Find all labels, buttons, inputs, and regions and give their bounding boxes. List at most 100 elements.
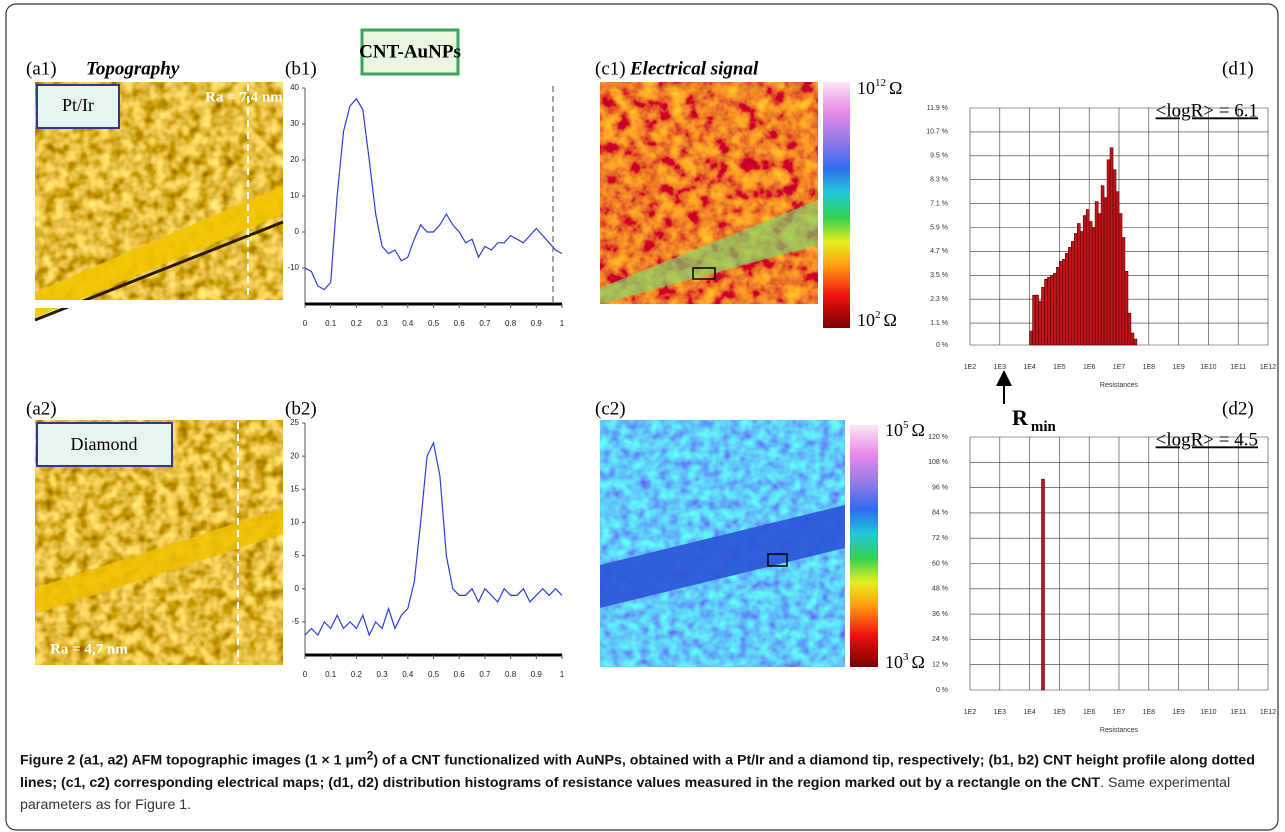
x-tick-label: 1E10: [1200, 364, 1216, 371]
x-tick-label: 1E5: [1053, 364, 1066, 371]
bar: [1073, 233, 1078, 346]
x-tick-label: 0: [303, 319, 308, 328]
profile-line: [304, 97, 563, 291]
bar: [1035, 294, 1039, 346]
x-tick-label: 0.2: [351, 319, 363, 328]
bar: [1065, 253, 1069, 346]
bar: [1071, 241, 1075, 346]
bar: [1085, 209, 1090, 346]
scale-unit: Ω: [912, 420, 925, 440]
profile-line: [304, 441, 563, 637]
scale-base: 10: [885, 652, 903, 672]
y-tick-label: 5.9 %: [930, 224, 948, 231]
x-tick-label: 0.9: [531, 670, 543, 679]
x-tick-label: 0.4: [402, 670, 414, 679]
y-tick-label: 84 %: [932, 510, 948, 517]
bar: [1053, 273, 1057, 346]
bar: [1124, 271, 1129, 346]
bar: [1094, 201, 1099, 346]
y-tick-label: 0: [295, 584, 300, 593]
y-tick-label: 12 %: [932, 662, 948, 669]
x-tick-label: 0.1: [325, 670, 337, 679]
y-tick-label: 120 %: [928, 434, 948, 441]
scale-base: 10: [857, 78, 875, 98]
bar: [1038, 300, 1042, 346]
roughness: Ra = 7,4 nm: [205, 89, 283, 105]
bar: [1103, 197, 1108, 346]
x-tick-label: 0.6: [454, 670, 466, 679]
bar: [1056, 267, 1060, 346]
x-tick-label: 0.8: [505, 670, 517, 679]
caption-text: . Same experimental parameters as for Fi…: [20, 774, 1231, 813]
mean-annotation: <logR> = 6.1: [1156, 100, 1258, 121]
tip-box: [36, 84, 120, 129]
x-tick-label: 0.7: [479, 670, 491, 679]
x-tick-label: 1E2: [964, 364, 977, 371]
frame: [5, 3, 1279, 831]
x-tick-label: 1E12: [1260, 709, 1276, 716]
bar: [1112, 169, 1117, 346]
x-tick-label: 0.7: [479, 319, 491, 328]
caption-sup: 2: [366, 748, 374, 762]
caption-bold: ) of a CNT functionalized with AuNPs, ob…: [20, 752, 1255, 791]
x-tick-label: 0.3: [377, 670, 389, 679]
panel-label: (c1): [595, 58, 626, 79]
scale-label: 102 Ω: [857, 309, 897, 331]
x-tick-label: 1E4: [1023, 364, 1036, 371]
bar: [1044, 278, 1048, 346]
mask: [35, 300, 283, 308]
scale-label: 105 Ω: [885, 419, 925, 441]
tip-box: [36, 422, 173, 467]
y-tick-label: 108 %: [928, 459, 948, 466]
x-tick-label: 1E5: [1053, 709, 1066, 716]
scale-unit: Ω: [889, 78, 902, 98]
y-tick-label: 40: [290, 83, 299, 92]
bar: [1118, 213, 1123, 346]
x-tick-label: 0.4: [402, 319, 414, 328]
x-tick-label: 0: [303, 670, 308, 679]
region-marker: [692, 267, 716, 280]
rmin-sub: min: [1031, 419, 1057, 435]
y-tick-label: 20: [290, 155, 299, 164]
panel-title: Topography: [86, 58, 180, 79]
y-tick-label: 1.1 %: [930, 320, 948, 327]
caption: Figure 2 (a1, a2) AFM topographic images…: [20, 744, 1270, 816]
color-scale: [850, 425, 878, 667]
y-tick-label: 48 %: [932, 586, 948, 593]
cnt-band: [35, 186, 283, 318]
bar: [1079, 231, 1084, 346]
bar: [1076, 223, 1081, 346]
bar: [1109, 147, 1114, 346]
scale-base: 10: [885, 420, 903, 440]
y-tick-label: 0 %: [936, 687, 948, 694]
x-axis-label: Resistances: [1100, 727, 1139, 734]
tip-label: Diamond: [71, 434, 138, 454]
cnt-band: [35, 508, 283, 614]
panel-label: (d1): [1222, 58, 1254, 79]
x-tick-label: 0.5: [428, 319, 440, 328]
x-tick-label: 0.8: [505, 319, 517, 328]
bar: [1130, 332, 1135, 346]
y-tick-label: 20: [290, 451, 299, 460]
y-tick-label: 7.1 %: [930, 200, 948, 207]
panel-label: (a2): [26, 398, 57, 419]
x-tick-label: 0.2: [351, 670, 363, 679]
panel-label: (b1): [285, 58, 317, 79]
x-tick-label: 1E9: [1172, 709, 1185, 716]
y-tick-label: -5: [292, 617, 300, 626]
panel-label: (a1): [26, 58, 57, 79]
y-tick-label: 10.7 %: [926, 129, 948, 136]
y-tick-label: 96 %: [932, 484, 948, 491]
bar: [1115, 191, 1120, 346]
bar: [1041, 286, 1045, 346]
y-tick-label: 2.3 %: [930, 296, 948, 303]
y-tick-label: 60 %: [932, 560, 948, 567]
y-tick-label: 36 %: [932, 611, 948, 618]
tip-label: Pt/Ir: [62, 95, 94, 115]
x-tick-label: 0.6: [454, 319, 466, 328]
y-tick-label: 9.5 %: [930, 153, 948, 160]
banner-box: [360, 28, 460, 76]
y-tick-label: 10: [290, 518, 299, 527]
